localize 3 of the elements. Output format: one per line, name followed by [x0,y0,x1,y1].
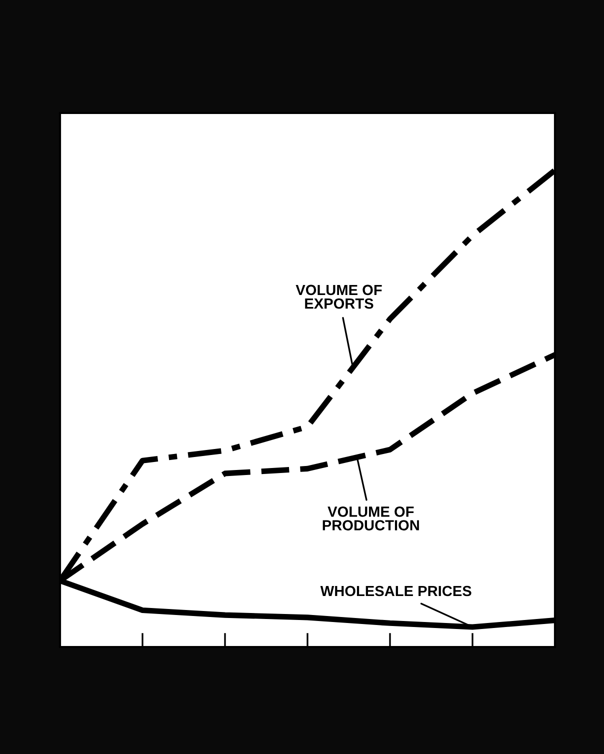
text: VOLUME OF PRODUCTION [322,506,419,530]
series-label: WHOLESALE PRICES [320,586,472,596]
series-label: VOLUME OF EXPORTS [296,284,382,309]
